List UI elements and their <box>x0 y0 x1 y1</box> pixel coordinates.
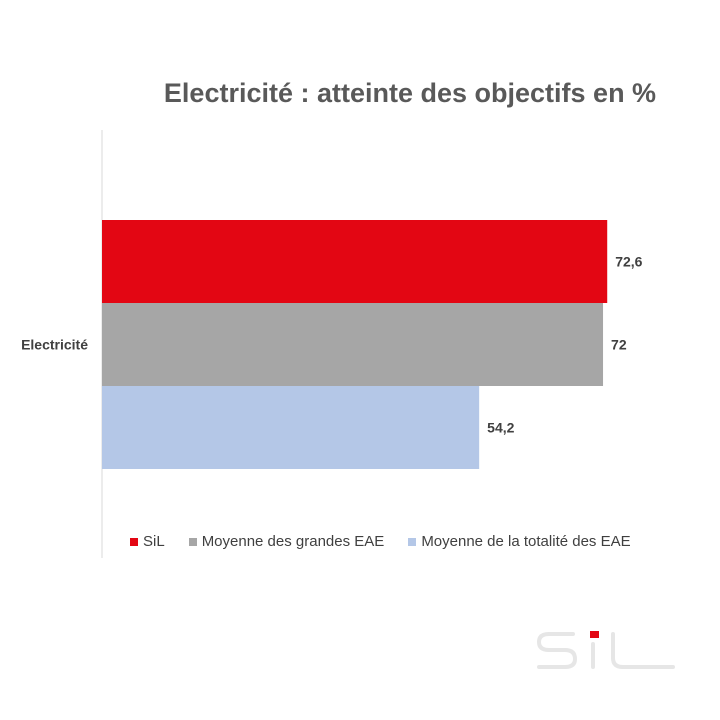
legend-label: Moyenne des grandes EAE <box>201 533 385 550</box>
legend-swatch <box>130 537 138 546</box>
bar-chart: 72,6 72 54,2 Electricité <box>21 130 643 558</box>
data-label-1: 72,6 <box>615 254 642 270</box>
data-label-3: 54,2 <box>487 420 514 436</box>
data-label-2: 72 <box>611 337 627 353</box>
legend-item-1: SiL <box>130 533 165 550</box>
legend-item-3: Moyenne de la totalité des EAE <box>408 533 631 550</box>
bar-1 <box>102 220 608 303</box>
bar-3 <box>102 386 480 469</box>
chart-legend: SiL Moyenne des grandes EAE Moyenne de la … <box>130 533 631 550</box>
legend-swatch <box>408 537 417 546</box>
legend-label: Moyenne de la totalité des EAE <box>421 533 631 550</box>
legend-label: SiL <box>143 533 165 550</box>
bar-2 <box>102 303 604 386</box>
sil-logo <box>537 631 675 669</box>
legend-swatch <box>188 537 197 546</box>
chart-title: Electricité : atteinte des objectifs en … <box>163 78 657 108</box>
category-label: Electricité <box>21 337 88 353</box>
legend-item-2: Moyenne des grandes EAE <box>188 533 385 550</box>
